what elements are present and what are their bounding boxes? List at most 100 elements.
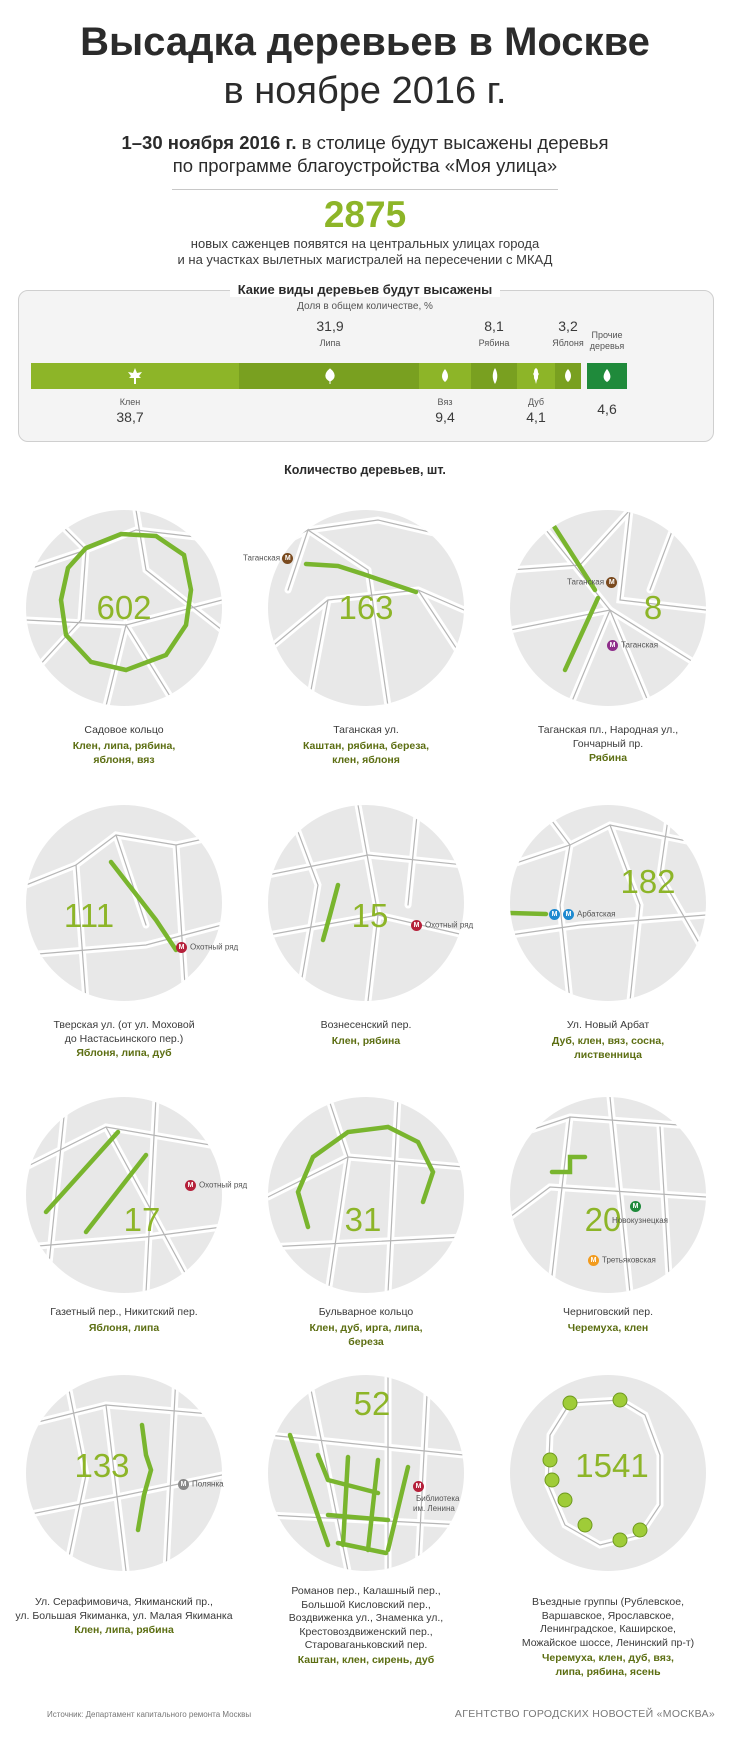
caption-line: Ул. Новый Арбат (566, 1019, 650, 1031)
caption-line: Можайское шоссе, Ленинский пр-т) (521, 1636, 695, 1649)
count-number: 133 (74, 1447, 130, 1484)
value-yablonya: 3,2 (558, 318, 578, 334)
metro-label: Таганская M (567, 577, 620, 588)
count-number: 1541 (575, 1447, 649, 1484)
species-line: Клен, рябина (331, 1035, 401, 1047)
map-circle-sadovoe: 602 (26, 510, 222, 706)
metro-station-name: Третьяковская (602, 1255, 656, 1265)
count-number: 163 (338, 589, 394, 626)
label-ryabina: Рябина (478, 338, 510, 348)
metro-label: M Охотный ряд (176, 942, 238, 953)
species-line: береза (348, 1335, 384, 1348)
caption-line: Въездные группы (Рублевское, (531, 1596, 685, 1608)
metro-label: M (413, 1481, 427, 1492)
species-voznesensky: Клен, рябина (261, 1035, 471, 1049)
species-line: Рябина (588, 752, 628, 764)
map-circle-taganskaya-pl: 8 (510, 510, 706, 706)
map-circle-chernigovsky: 20 (510, 1097, 706, 1293)
count-number: 20 (584, 1201, 622, 1238)
caption-line: ул. Большая Якиманка, ул. Малая Якиманка (15, 1609, 233, 1622)
species-line: Яблоня, липа, дуб (76, 1047, 172, 1059)
metro-station-name: им. Ленина (413, 1504, 455, 1513)
caption-line: Староваганьковский пер. (304, 1639, 428, 1651)
count-section-title: Количество деревьев, шт. (284, 463, 446, 477)
species-panel-title: Какие виды деревьев будут высажены (0, 282, 730, 297)
species-line: Черемуха, клен, дуб, вяз, (542, 1652, 674, 1664)
metro-icon: M (607, 640, 618, 651)
map-circle-taganskaya-ul: 163 (268, 510, 464, 706)
species-noviy-arbat: Дуб, клен, вяз, сосна, лиственница (503, 1035, 713, 1062)
caption-chernigovsky: Черниговский пер. (503, 1306, 713, 1320)
species-line: Черемуха, клен (567, 1322, 649, 1334)
caption-line: Бульварное кольцо (318, 1306, 414, 1318)
species-gazetny: Яблоня, липа (19, 1322, 229, 1336)
caption-gazetny: Газетный пер., Никитский пер. (19, 1306, 229, 1320)
metro-station-name: Охотный ряд (199, 1180, 248, 1190)
caption-taganskaya-pl: Таганская пл., Народная ул., Гончарный пр… (503, 724, 713, 751)
metro-label: M Третьяковская (588, 1255, 656, 1266)
elm-leaf-icon (442, 369, 448, 382)
intro-text-2: по программе благоустройства «Моя улица» (172, 155, 558, 176)
metro-icon: M (549, 909, 560, 920)
species-taganskaya-ul: Каштан, рябина, береза, клен, яблоня (261, 740, 471, 767)
map-circle-voznesensky: 15 (268, 805, 464, 1001)
caption-line: Вознесенский пер. (320, 1019, 412, 1031)
label-yablonya: Яблоня (552, 338, 584, 348)
label-other-2: деревья (589, 341, 625, 351)
metro-station-name: Таганская (567, 577, 605, 587)
rowan-leaf-icon (492, 368, 498, 384)
caption-line: Варшавское, Ярославское, (541, 1609, 675, 1622)
species-line: Клен, липа, рябина, (72, 740, 176, 752)
caption-vezdnye: Въездные группы (Рублевское, Варшавское, … (493, 1596, 723, 1650)
metro-icon: M (282, 553, 294, 564)
species-chernigovsky: Черемуха, клен (503, 1322, 713, 1336)
caption-sadovoe: Садовое кольцо (19, 724, 229, 738)
map-circle-bulvarnoe: 31 (268, 1097, 464, 1293)
species-line: лиственница (574, 1048, 642, 1061)
label-klen: Клен (119, 397, 141, 407)
species-line: яблоня, вяз (93, 753, 155, 766)
metro-station-name: Охотный ряд (425, 920, 474, 930)
agency-credit: АГЕНТСТВО ГОРОДСКИХ НОВОСТЕЙ «МОСКВА» (454, 1708, 715, 1720)
species-line: Клен, липа, рябина (74, 1624, 174, 1636)
species-line: Каштан, клен, сирень, дуб (297, 1654, 435, 1666)
metro-label: M Охотный ряд (411, 920, 473, 931)
linden-leaf-icon (325, 368, 335, 384)
count-number: 8 (643, 589, 663, 626)
map-circle-noviy-arbat: 182 (510, 805, 706, 1001)
caption-line: Таганская пл., Народная ул., (537, 724, 679, 736)
caption-line: Черниговский пер. (562, 1306, 653, 1318)
species-vezdnye: Черемуха, клен, дуб, вяз, липа, рябина, я… (503, 1652, 713, 1679)
metro-icon: M (413, 1481, 424, 1492)
caption-line: Гончарный пр. (572, 737, 644, 750)
species-tverskaya: Яблоня, липа, дуб (19, 1047, 229, 1061)
caption-line: Тверская ул. (от ул. Моховой (53, 1019, 195, 1031)
species-taganskaya-pl: Рябина (503, 752, 713, 766)
species-panel-subtitle: Доля в общем количестве, % (297, 301, 433, 312)
metro-icon: M (630, 1201, 641, 1212)
total-desc-1: новых саженцев появятся на центральных у… (190, 236, 540, 251)
metro-station-name: Таганская (243, 553, 281, 563)
caption-line: до Настасьинского пер.) (64, 1032, 184, 1045)
label-dub: Дуб (527, 397, 545, 407)
metro-station-name: Таганская (621, 640, 659, 650)
oak-leaf-icon (533, 368, 539, 384)
metro-icon: M (176, 942, 187, 953)
species-line: Яблоня, липа (88, 1322, 160, 1334)
species-panel-title-text: Какие виды деревьев будут высажены (229, 282, 501, 297)
intro-date: 1–30 ноября 2016 г. (121, 132, 297, 153)
count-number: 111 (63, 897, 115, 934)
metro-station-name: Новокузнецкая (612, 1216, 668, 1225)
value-vyaz: 9,4 (435, 409, 455, 425)
value-ryabina: 8,1 (484, 318, 504, 334)
intro-text: 1–30 ноября 2016 г. в столице будут выса… (0, 131, 730, 177)
caption-bulvarnoe: Бульварное кольцо (261, 1306, 471, 1320)
label-lipa: Липа (319, 338, 341, 348)
metro-icon: M (563, 909, 574, 920)
species-line: Клен, дуб, ирга, липа, (309, 1322, 423, 1334)
value-other: 4,6 (597, 401, 617, 417)
species-yakimanka: Клен, липа, рябина (19, 1624, 229, 1638)
map-circle-romanov: 52 (268, 1375, 464, 1571)
count-number: 31 (344, 1201, 382, 1238)
label-vyaz: Вяз (437, 397, 453, 407)
